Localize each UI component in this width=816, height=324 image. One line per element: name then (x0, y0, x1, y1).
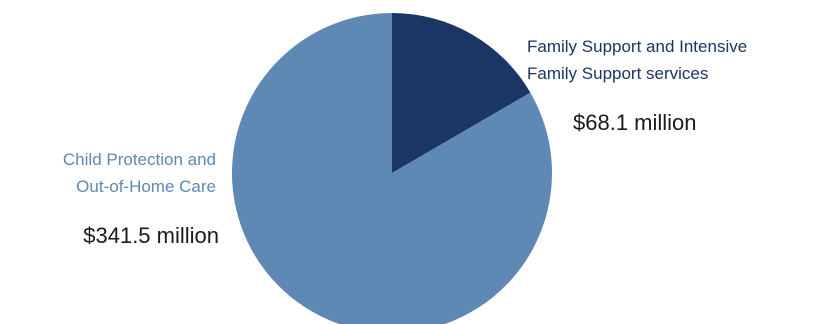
slice-label-family-support: Family Support and Intensive Family Supp… (527, 37, 747, 135)
slice-name-line-2: Out-of-Home Care (76, 177, 216, 196)
pie-slice-family-support (392, 13, 531, 173)
slice-label-child-protection: Child Protection and Out-of-Home Care $3… (63, 150, 219, 248)
pie-slices (231, 13, 552, 324)
slice-value-label: $68.1 million (573, 110, 697, 135)
pie-slice-child-protection (231, 13, 552, 324)
slice-name-line-2: Family Support services (527, 64, 708, 83)
slice-name-line-1: Family Support and Intensive (527, 37, 747, 56)
slice-value-label: $341.5 million (83, 223, 219, 248)
slice-name-line-1: Child Protection and (63, 150, 216, 169)
